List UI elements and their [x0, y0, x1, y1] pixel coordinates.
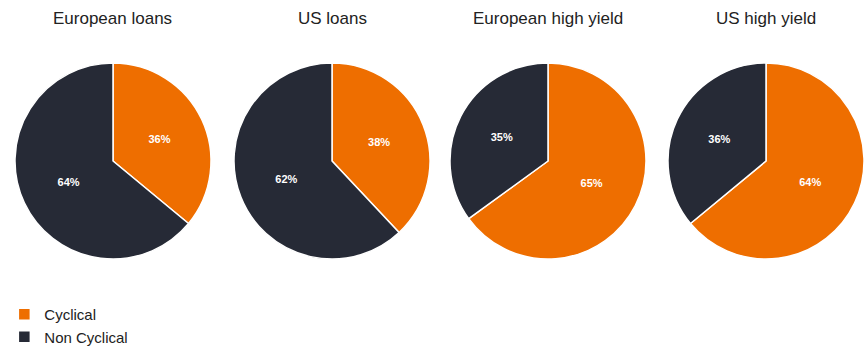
svg-text:European high yield: European high yield	[473, 9, 623, 28]
svg-text:US high yield: US high yield	[716, 9, 816, 28]
svg-text:Cyclical: Cyclical	[44, 306, 96, 323]
svg-text:38%: 38%	[368, 136, 390, 148]
svg-text:36%: 36%	[148, 133, 170, 145]
svg-text:35%: 35%	[491, 131, 513, 143]
svg-text:European loans: European loans	[53, 9, 172, 28]
svg-text:Non Cyclical: Non Cyclical	[44, 329, 127, 346]
svg-text:36%: 36%	[708, 133, 730, 145]
svg-text:62%: 62%	[275, 173, 297, 185]
svg-text:65%: 65%	[581, 177, 603, 189]
svg-text:64%: 64%	[58, 176, 80, 188]
svg-text:US loans: US loans	[298, 9, 367, 28]
svg-text:64%: 64%	[799, 176, 821, 188]
